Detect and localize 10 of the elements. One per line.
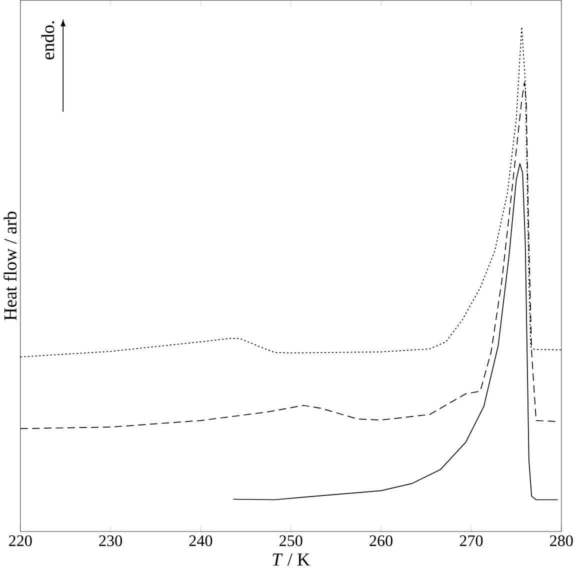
x-axis-title: T / K: [272, 553, 310, 566]
x-tick-label: 280: [550, 535, 573, 546]
x-tick-label: 240: [189, 535, 212, 546]
annotation: endo.: [41, 21, 54, 60]
x-tick-label: 230: [99, 535, 122, 546]
x-tick-label: 220: [9, 535, 32, 546]
x-tick-label: 260: [370, 535, 392, 546]
y-axis-title: Heat flow / arb: [4, 212, 17, 320]
x-tick-label: 250: [280, 535, 302, 546]
x-tick-label: 270: [460, 535, 483, 546]
